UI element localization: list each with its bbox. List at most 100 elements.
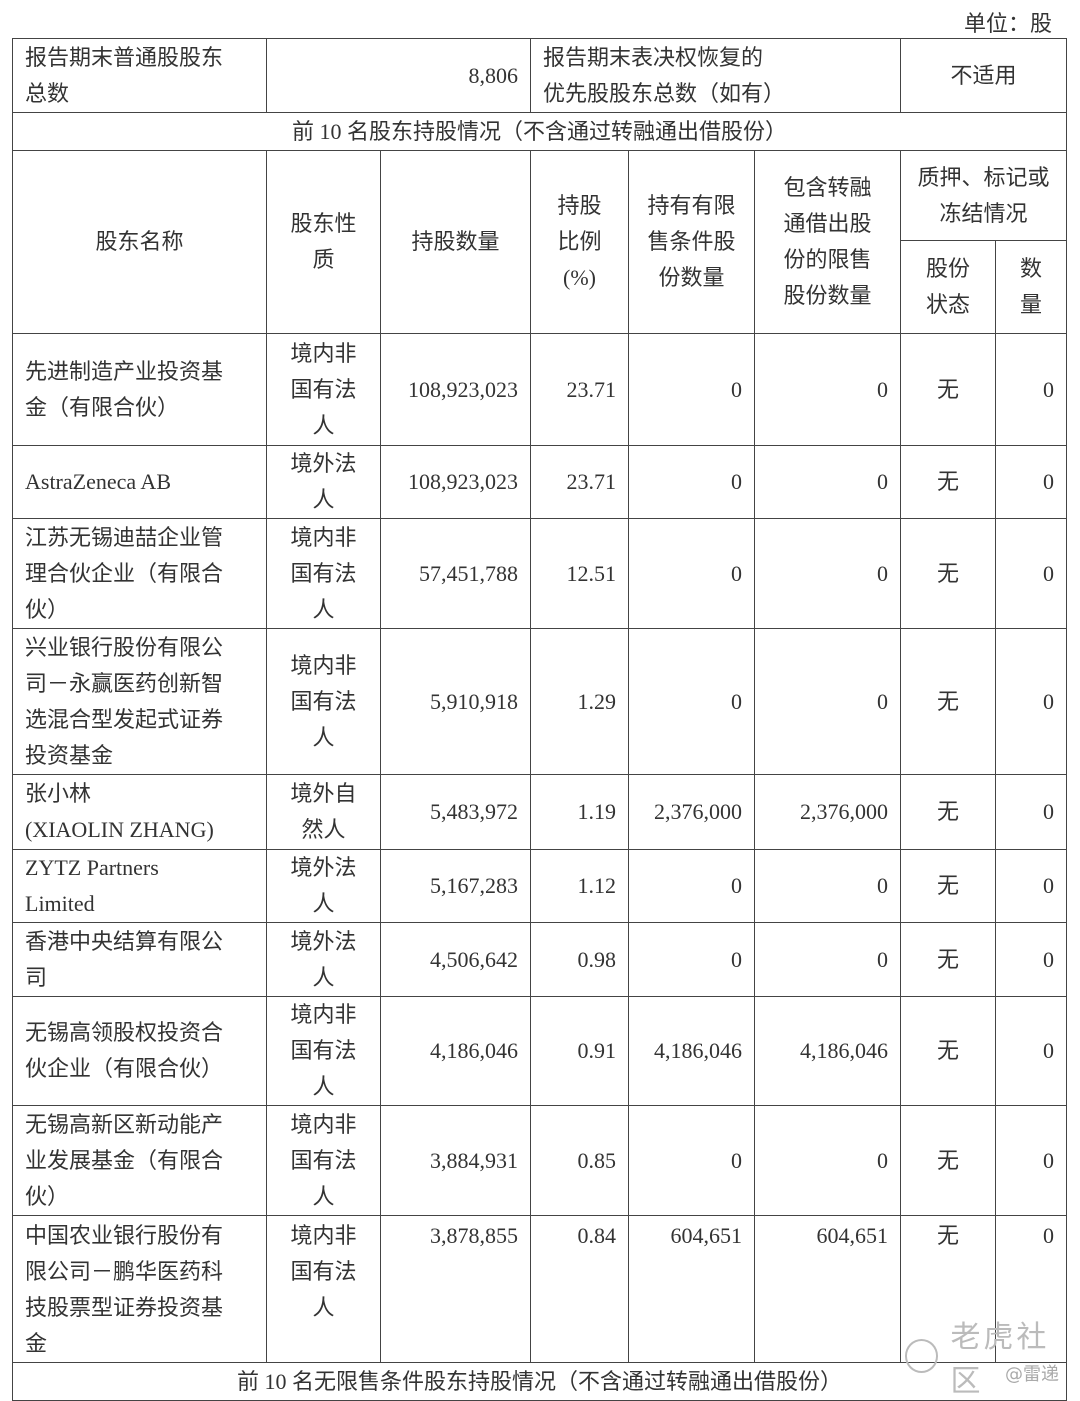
cell-qty: 0 — [995, 849, 1068, 923]
cell-lent: 0 — [753, 628, 902, 775]
header-ratio: 持股 比例 (%) — [530, 150, 629, 334]
watermark-author: @雷递 — [1005, 1364, 1059, 1385]
cell-name: 张小林 (XIAOLIN ZHANG) — [12, 774, 267, 850]
cell-ratio: 23.71 — [530, 445, 629, 519]
cell-qty: 0 — [995, 445, 1068, 519]
cell-nature: 境内非 国有法 人 — [266, 1215, 381, 1363]
common-holders-label: 报告期末普通股股东 总数 — [12, 38, 267, 113]
cell-name: 先进制造产业投资基 金（有限合伙） — [12, 333, 267, 446]
cell-name: AstraZeneca AB — [12, 445, 267, 519]
cell-lent: 0 — [753, 849, 902, 923]
cell-nature: 境内非 国有法 人 — [266, 628, 381, 775]
cell-shares: 3,884,931 — [380, 1105, 531, 1216]
cell-restricted: 0 — [628, 922, 755, 997]
cell-name: ZYTZ Partners Limited — [12, 849, 267, 923]
cell-status: 无 — [900, 1215, 997, 1363]
summary-row: 报告期末普通股股东 总数 8,806 报告期末表决权恢复的 优先股股东总数（如有… — [12, 38, 1068, 113]
cell-lent: 0 — [753, 518, 902, 629]
cell-ratio: 1.12 — [530, 849, 629, 923]
cell-shares: 5,483,972 — [380, 774, 531, 850]
table-row: ZYTZ Partners Limited 境外法 人 5,167,283 1.12 0… — [12, 849, 1068, 923]
cell-lent: 604,651 — [753, 1215, 902, 1363]
cell-restricted: 0 — [628, 1105, 755, 1216]
cell-shares: 57,451,788 — [380, 518, 531, 629]
tiger-logo-icon — [905, 1339, 939, 1373]
header-pledge: 质押、标记或 冻结情况 — [900, 150, 1068, 241]
cell-name: 中国农业银行股份有 限公司－鹏华医药科 技股票型证券投资基 金 — [12, 1215, 267, 1363]
cell-nature: 境内非 国有法 人 — [266, 996, 381, 1106]
cell-name: 无锡高新区新动能产 业发展基金（有限合 伙） — [12, 1105, 267, 1216]
cell-restricted: 604,651 — [628, 1215, 755, 1363]
cell-lent: 0 — [753, 922, 902, 997]
header-shares: 持股数量 — [380, 150, 531, 334]
table-row: 兴业银行股份有限公 司－永赢医药创新智 选混合型发起式证券 投资基金 境内非 国有… — [12, 628, 1068, 775]
cell-name: 香港中央结算有限公 司 — [12, 922, 267, 997]
table-row: 无锡高新区新动能产 业发展基金（有限合 伙） 境内非 国有法 人 3,884,931… — [12, 1105, 1068, 1216]
table-row: AstraZeneca AB 境外法 人 108,923,023 23.71 0 0 无 0 — [12, 445, 1068, 519]
cell-status: 无 — [900, 922, 997, 997]
cell-qty: 0 — [995, 333, 1068, 446]
cell-ratio: 1.19 — [530, 774, 629, 850]
header-pledge-qty: 数 量 — [995, 240, 1068, 334]
cell-restricted: 0 — [628, 445, 755, 519]
header-restricted: 持有有限 售条件股 份数量 — [628, 150, 755, 334]
section-title: 前 10 名股东持股情况（不含通过转融通出借股份） — [11, 112, 1068, 151]
table-row: 先进制造产业投资基 金（有限合伙） 境内非 国有法 人 108,923,023 23.… — [12, 333, 1068, 446]
cell-shares: 4,506,642 — [380, 922, 531, 997]
table-row: 张小林 (XIAOLIN ZHANG) 境外自 然人 5,483,972 1.19 2,… — [12, 774, 1068, 850]
cell-status: 无 — [900, 445, 997, 519]
cell-restricted: 0 — [628, 518, 755, 629]
footer-section-title: 前 10 名无限售条件股东持股情况（不含通过转融通出借股份） — [11, 1362, 1068, 1401]
cell-lent: 0 — [753, 445, 902, 519]
cell-nature: 境外自 然人 — [266, 774, 381, 850]
preferred-holders-label: 报告期末表决权恢复的 优先股股东总数（如有） — [529, 38, 902, 113]
header-lent-restricted: 包含转融 通借出股 份的限售 股份数量 — [753, 150, 902, 334]
cell-lent: 2,376,000 — [753, 774, 902, 850]
cell-status: 无 — [900, 518, 997, 629]
unit-label: 单位：股 — [963, 11, 1052, 36]
header-name: 股东名称 — [12, 150, 267, 334]
cell-status: 无 — [900, 996, 997, 1106]
cell-restricted: 4,186,046 — [628, 996, 755, 1106]
cell-shares: 3,878,855 — [380, 1215, 531, 1363]
preferred-holders-value: 不适用 — [900, 38, 1068, 113]
cell-nature: 境外法 人 — [266, 849, 381, 923]
cell-qty: 0 — [995, 922, 1068, 997]
cell-lent: 0 — [753, 1105, 902, 1216]
cell-restricted: 0 — [628, 333, 755, 446]
cell-ratio: 0.91 — [530, 996, 629, 1106]
cell-lent: 4,186,046 — [753, 996, 902, 1106]
cell-ratio: 1.29 — [530, 628, 629, 775]
cell-ratio: 23.71 — [530, 333, 629, 446]
cell-nature: 境外法 人 — [266, 445, 381, 519]
cell-qty: 0 — [995, 996, 1068, 1106]
cell-status: 无 — [900, 774, 997, 850]
cell-status: 无 — [900, 1105, 997, 1216]
cell-shares: 4,186,046 — [380, 996, 531, 1106]
table-row: 江苏无锡迪喆企业管 理合伙企业（有限合 伙） 境内非 国有法 人 57,451,78… — [12, 518, 1068, 629]
cell-qty: 0 — [995, 518, 1068, 629]
cell-nature: 境内非 国有法 人 — [266, 518, 381, 629]
cell-status: 无 — [900, 849, 997, 923]
table-row: 无锡高领股权投资合 伙企业（有限合伙） 境内非 国有法 人 4,186,046 0.9… — [12, 996, 1068, 1106]
cell-name: 无锡高领股权投资合 伙企业（有限合伙） — [12, 996, 267, 1106]
cell-ratio: 12.51 — [530, 518, 629, 629]
cell-nature: 境内非 国有法 人 — [266, 333, 381, 446]
cell-nature: 境外法 人 — [266, 922, 381, 997]
header-nature: 股东性 质 — [266, 150, 381, 334]
cell-name: 兴业银行股份有限公 司－永赢医药创新智 选混合型发起式证券 投资基金 — [12, 628, 267, 775]
cell-status: 无 — [900, 333, 997, 446]
cell-restricted: 0 — [628, 628, 755, 775]
table-row: 中国农业银行股份有 限公司－鹏华医药科 技股票型证券投资基 金境内非 国有法 人… — [12, 1215, 1068, 1363]
header-pledge-status: 股份 状态 — [900, 240, 997, 334]
common-holders-value: 8,806 — [266, 38, 531, 113]
cell-nature: 境内非 国有法 人 — [266, 1105, 381, 1216]
cell-ratio: 0.85 — [530, 1105, 629, 1216]
watermark-brand: 老虎社区 — [950, 1320, 1050, 1399]
cell-shares: 108,923,023 — [380, 333, 531, 446]
cell-restricted: 2,376,000 — [628, 774, 755, 850]
cell-qty: 0 — [995, 1215, 1068, 1363]
watermark: 老虎社区 — [905, 1312, 1080, 1400]
cell-shares: 5,167,283 — [380, 849, 531, 923]
cell-ratio: 0.84 — [530, 1215, 629, 1363]
